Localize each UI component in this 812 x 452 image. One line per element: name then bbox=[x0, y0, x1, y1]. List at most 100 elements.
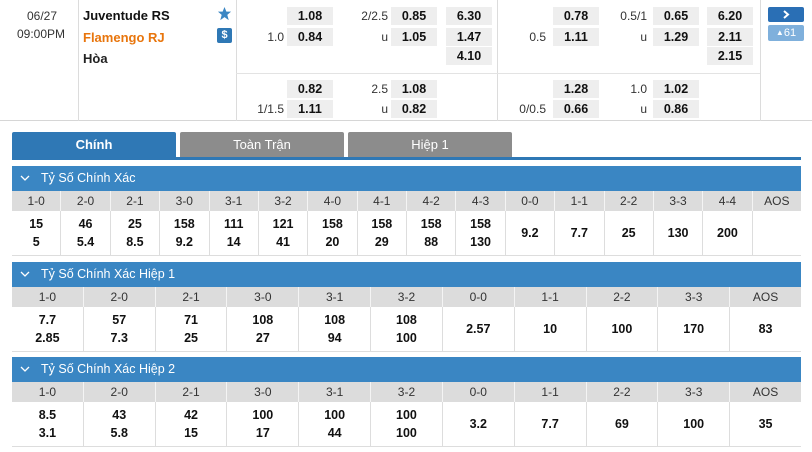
away-score-odds: 88 bbox=[424, 235, 439, 249]
score-odds-cell[interactable]: 158 9.2 bbox=[160, 211, 210, 255]
score-odds-cell[interactable]: 158 130 bbox=[456, 211, 506, 255]
score-label: 2-0 bbox=[84, 382, 156, 402]
score-odds-cell[interactable]: 158 29 bbox=[358, 211, 407, 255]
ft-alt-over-odds[interactable]: 1.08 bbox=[391, 80, 437, 98]
home-score-odds: 25 bbox=[127, 217, 142, 231]
h1-under-odds[interactable]: 1.29 bbox=[653, 28, 699, 46]
score-odds-cell[interactable]: 71 25 bbox=[156, 307, 228, 351]
h1-alt-handicap-home-odds[interactable]: 1.28 bbox=[553, 80, 599, 98]
section-header[interactable]: Tỷ Số Chính Xác bbox=[12, 166, 801, 191]
tab-main[interactable]: Chính bbox=[12, 132, 176, 157]
ft-1x2-away[interactable]: 1.47 bbox=[446, 28, 492, 46]
score-odds-cell[interactable]: 158 88 bbox=[407, 211, 457, 255]
score-odds-cell[interactable]: 111 14 bbox=[210, 211, 259, 255]
score-odds-cell[interactable]: 46 5.4 bbox=[61, 211, 111, 255]
score-odds-cell[interactable] bbox=[753, 211, 801, 255]
h1-handicap-home-odds[interactable]: 0.78 bbox=[553, 7, 599, 25]
away-score-odds: 100 bbox=[396, 426, 417, 440]
score-odds-cell[interactable]: 9.2 bbox=[506, 211, 556, 255]
match-date: 06/27 bbox=[27, 9, 58, 23]
home-score-odds: 57 bbox=[112, 313, 127, 327]
h1-alt-over-odds[interactable]: 1.02 bbox=[653, 80, 699, 98]
home-score-odds: 15 bbox=[29, 217, 44, 231]
ft-handicap-away-odds[interactable]: 0.84 bbox=[287, 28, 333, 46]
home-score-odds: 100 bbox=[252, 408, 274, 422]
score-label: 1-0 bbox=[12, 382, 84, 402]
score-odds-cell[interactable]: 7.7 bbox=[515, 402, 587, 446]
score-odds-cell[interactable]: 69 bbox=[587, 402, 659, 446]
score-odds-cell[interactable]: 108 27 bbox=[227, 307, 300, 351]
score-odds-cell[interactable]: 8.5 3.1 bbox=[12, 402, 84, 446]
score-odds-cell[interactable]: 200 bbox=[703, 211, 753, 255]
score-odds-cell[interactable]: 130 bbox=[654, 211, 704, 255]
score-odds-cell[interactable]: 158 20 bbox=[308, 211, 358, 255]
more-markets-button[interactable]: ▲61 bbox=[768, 25, 804, 41]
score-odds-cell[interactable]: 83 bbox=[730, 307, 801, 351]
score-odds-cell[interactable]: 121 41 bbox=[259, 211, 309, 255]
ft-under-odds[interactable]: 1.05 bbox=[391, 28, 437, 46]
away-score-odds: 2.85 bbox=[35, 331, 60, 345]
expand-button[interactable] bbox=[768, 7, 804, 22]
score-odds-cell[interactable]: 100 100 bbox=[371, 402, 443, 446]
ft-alt-under-odds[interactable]: 0.82 bbox=[391, 100, 437, 118]
dollar-icon[interactable]: $ bbox=[217, 28, 232, 43]
score-odds-cell[interactable]: 43 5.8 bbox=[84, 402, 156, 446]
score-label: 2-1 bbox=[156, 382, 228, 402]
home-score-odds: 46 bbox=[78, 217, 93, 231]
ft-over-odds[interactable]: 0.85 bbox=[391, 7, 437, 25]
h1-alt-under-odds[interactable]: 0.86 bbox=[653, 100, 699, 118]
score-odds-cell[interactable]: 7.7 bbox=[555, 211, 605, 255]
ft-handicap-home-odds[interactable]: 1.08 bbox=[287, 7, 333, 25]
score-label: 3-2 bbox=[259, 191, 309, 211]
score-label: 3-0 bbox=[227, 287, 300, 307]
score-odds-cell[interactable]: 170 bbox=[658, 307, 731, 351]
chevron-right-icon bbox=[783, 10, 790, 19]
score-odds-cell[interactable]: 35 bbox=[730, 402, 801, 446]
h1-over-odds[interactable]: 0.65 bbox=[653, 7, 699, 25]
away-score-odds: 8.5 bbox=[126, 235, 144, 249]
section-header[interactable]: Tỷ Số Chính Xác Hiệp 2 bbox=[12, 357, 801, 382]
score-odds-cell[interactable]: 2.57 bbox=[443, 307, 515, 351]
h1-1x2-away[interactable]: 2.11 bbox=[707, 28, 753, 46]
divider bbox=[497, 0, 498, 121]
score-odds-cell[interactable]: 100 bbox=[658, 402, 731, 446]
score-odds-cell[interactable]: 3.2 bbox=[443, 402, 515, 446]
home-score-odds: 8.5 bbox=[38, 408, 57, 422]
section-header[interactable]: Tỷ Số Chính Xác Hiệp 1 bbox=[12, 262, 801, 287]
home-team[interactable]: Juventude RS bbox=[83, 8, 170, 23]
ft-1x2-home[interactable]: 6.30 bbox=[446, 7, 492, 25]
home-score-odds: 42 bbox=[184, 408, 198, 422]
score-odds-cell[interactable]: 25 8.5 bbox=[111, 211, 161, 255]
score-odds-cell[interactable]: 15 5 bbox=[12, 211, 62, 255]
score-odds-cell[interactable]: 57 7.3 bbox=[84, 307, 156, 351]
ft-handicap-line: 1.0 bbox=[267, 30, 284, 44]
h1-1x2-draw[interactable]: 2.15 bbox=[707, 47, 753, 65]
score-label: 1-0 bbox=[12, 287, 84, 307]
h1-1x2-home[interactable]: 6.20 bbox=[707, 7, 753, 25]
score-odds-cell[interactable]: 10 bbox=[515, 307, 587, 351]
score-odds-cell[interactable]: 108 94 bbox=[299, 307, 372, 351]
divider bbox=[78, 0, 79, 121]
score-label: 3-1 bbox=[210, 191, 259, 211]
score-odds-cell[interactable]: 42 15 bbox=[156, 402, 228, 446]
away-team[interactable]: Flamengo RJ bbox=[83, 30, 165, 45]
score-odds-cell[interactable]: 7.7 2.85 bbox=[12, 307, 84, 351]
ft-alt-handicap-away-odds[interactable]: 1.11 bbox=[287, 100, 333, 118]
h1-handicap-away-odds[interactable]: 1.11 bbox=[553, 28, 599, 46]
ft-alt-handicap-home-odds[interactable]: 0.82 bbox=[287, 80, 333, 98]
score-label: 4-2 bbox=[407, 191, 457, 211]
tab-full-match[interactable]: Toàn Trận bbox=[180, 132, 344, 157]
score-odds-cell[interactable]: 100 44 bbox=[299, 402, 372, 446]
score-odds-cell[interactable]: 108 100 bbox=[371, 307, 443, 351]
tab-first-half[interactable]: Hiệp 1 bbox=[348, 132, 512, 157]
h1-alt-handicap-away-odds[interactable]: 0.66 bbox=[553, 100, 599, 118]
score-odds-cell[interactable]: 100 17 bbox=[227, 402, 300, 446]
divider bbox=[236, 73, 760, 74]
star-icon[interactable] bbox=[217, 6, 232, 21]
draw-score-odds: 3.2 bbox=[469, 417, 487, 431]
score-odds-cell[interactable]: 25 bbox=[605, 211, 654, 255]
ft-1x2-draw[interactable]: 4.10 bbox=[446, 47, 492, 65]
away-score-odds: 17 bbox=[255, 426, 270, 440]
score-odds-cell[interactable]: 100 bbox=[587, 307, 659, 351]
match-time: 09:00PM bbox=[17, 27, 66, 41]
